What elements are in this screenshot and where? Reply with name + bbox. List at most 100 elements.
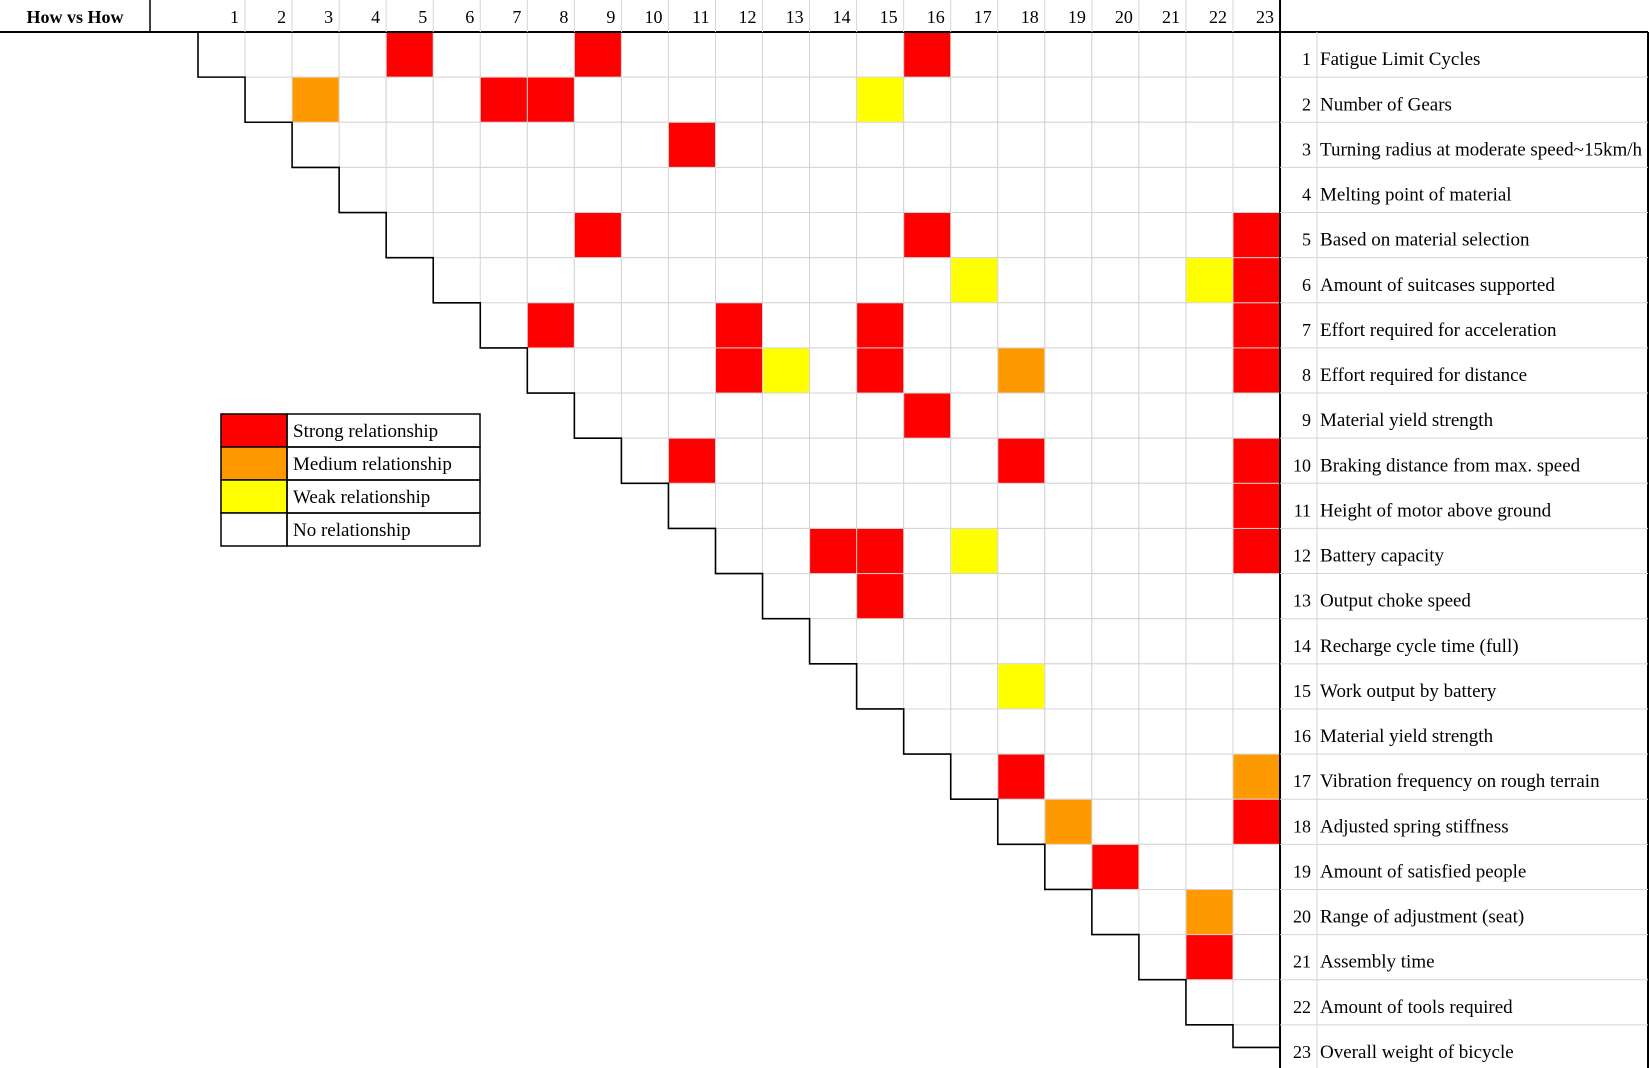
row-number-23: 23 — [1293, 1042, 1311, 1062]
row-number-16: 16 — [1293, 726, 1311, 746]
row-label-3: Turning radius at moderate speed~15km/h — [1320, 139, 1642, 160]
grid-cell — [1185, 798, 1234, 845]
grid-cell — [809, 482, 858, 529]
grid-cell — [1091, 437, 1140, 484]
relationship-cell-r19-c20-strong — [1092, 844, 1139, 889]
relationship-cell-r21-c22-strong — [1186, 935, 1233, 980]
grid-cell — [1138, 798, 1187, 845]
grid-cell — [950, 573, 999, 620]
grid-cell — [1091, 482, 1140, 529]
grid-cell — [479, 212, 528, 259]
row-number-12: 12 — [1293, 546, 1311, 566]
legend-label-medium: Medium relationship — [293, 454, 452, 475]
grid-cell — [1185, 527, 1234, 575]
grid-cell — [950, 708, 999, 755]
row-label-16: Material yield strength — [1320, 726, 1494, 747]
relationship-cell-r2-c15-weak — [857, 77, 904, 122]
legend-swatch-strong — [220, 413, 288, 448]
grid-cell — [903, 482, 952, 529]
grid-cell — [1044, 482, 1093, 529]
row-number-13: 13 — [1293, 591, 1311, 611]
row-label-17: Vibration frequency on rough terrain — [1320, 771, 1600, 792]
relationship-cell-r10-c18-strong — [998, 438, 1045, 483]
relationship-cell-r1-c9-strong — [574, 32, 621, 77]
grid-cell — [903, 302, 952, 349]
row-number-2: 2 — [1302, 94, 1311, 114]
grid-cell — [620, 392, 669, 439]
legend-swatch-medium — [220, 446, 288, 481]
grid-cell — [1044, 121, 1093, 168]
relationship-cell-r20-c22-medium — [1186, 889, 1233, 935]
relationship-cell-r2-c8-strong — [527, 77, 574, 122]
grid-cell — [762, 76, 811, 123]
row-label-18: Adjusted spring stiffness — [1320, 816, 1509, 837]
grid-cell — [1232, 31, 1281, 78]
grid-cell — [1091, 31, 1140, 78]
grid-cell — [385, 166, 434, 214]
grid-cell — [1044, 663, 1093, 710]
grid-cell — [1091, 753, 1140, 800]
grid-cell — [1232, 166, 1281, 214]
row-label-10: Braking distance from max. speed — [1320, 455, 1581, 476]
grid-cell — [1185, 437, 1234, 484]
grid-cell — [950, 482, 999, 529]
grid-cell — [620, 302, 669, 349]
column-number-19: 19 — [1068, 7, 1086, 27]
grid-cell — [667, 166, 716, 214]
grid-cell — [620, 347, 669, 394]
column-number-17: 17 — [974, 7, 992, 27]
column-number-22: 22 — [1209, 7, 1227, 27]
column-number-6: 6 — [465, 7, 474, 27]
grid-cell — [997, 31, 1046, 78]
grid-cell — [714, 437, 764, 484]
column-number-12: 12 — [739, 7, 757, 27]
grid-cell — [903, 121, 952, 168]
grid-cell — [338, 121, 387, 168]
grid-cell — [1138, 76, 1187, 123]
grid-cell — [432, 31, 481, 78]
row-label-7: Effort required for acceleration — [1320, 320, 1557, 341]
grid-cell — [997, 527, 1046, 575]
relationship-cell-r6-c23-strong — [1233, 258, 1280, 303]
grid-cell — [1044, 708, 1093, 755]
grid-cell — [291, 31, 340, 78]
relationship-cell-r2-c7-strong — [480, 77, 527, 122]
column-number-1: 1 — [230, 7, 239, 27]
grid-cell — [903, 527, 952, 575]
column-number-5: 5 — [418, 7, 427, 27]
column-number-11: 11 — [692, 7, 709, 27]
grid-cell — [762, 392, 811, 439]
grid-cell — [856, 212, 905, 259]
grid-cell — [573, 257, 622, 304]
grid-cell — [809, 166, 858, 214]
row-number-7: 7 — [1302, 320, 1311, 340]
column-number-18: 18 — [1021, 7, 1039, 27]
grid-cell — [1185, 753, 1234, 800]
grid-cell — [856, 121, 905, 168]
column-number-13: 13 — [786, 7, 804, 27]
grid-cell — [526, 212, 575, 259]
grid-cell — [950, 347, 999, 394]
grid-cell — [809, 31, 858, 78]
row-label-9: Material yield strength — [1320, 410, 1494, 431]
grid-cell — [1185, 843, 1234, 890]
grid-cell — [1091, 573, 1140, 620]
grid-cell — [1044, 573, 1093, 620]
grid-cell — [1185, 302, 1234, 349]
grid-cell — [809, 121, 858, 168]
legend-label-box — [286, 512, 481, 547]
grid-cell — [762, 31, 811, 78]
column-number-3: 3 — [324, 7, 333, 27]
grid-cell — [479, 166, 528, 214]
row-number-6: 6 — [1302, 275, 1311, 295]
grid-cell — [1044, 166, 1093, 214]
relationship-cell-r7-c12-strong — [715, 303, 763, 348]
row-number-14: 14 — [1293, 636, 1311, 656]
row-label-22: Amount of tools required — [1320, 997, 1513, 1018]
grid-cell — [1044, 31, 1093, 78]
row-number-9: 9 — [1302, 410, 1311, 430]
grid-cell — [1185, 347, 1234, 394]
legend-swatch-weak — [220, 479, 288, 514]
grid-cell — [809, 392, 858, 439]
